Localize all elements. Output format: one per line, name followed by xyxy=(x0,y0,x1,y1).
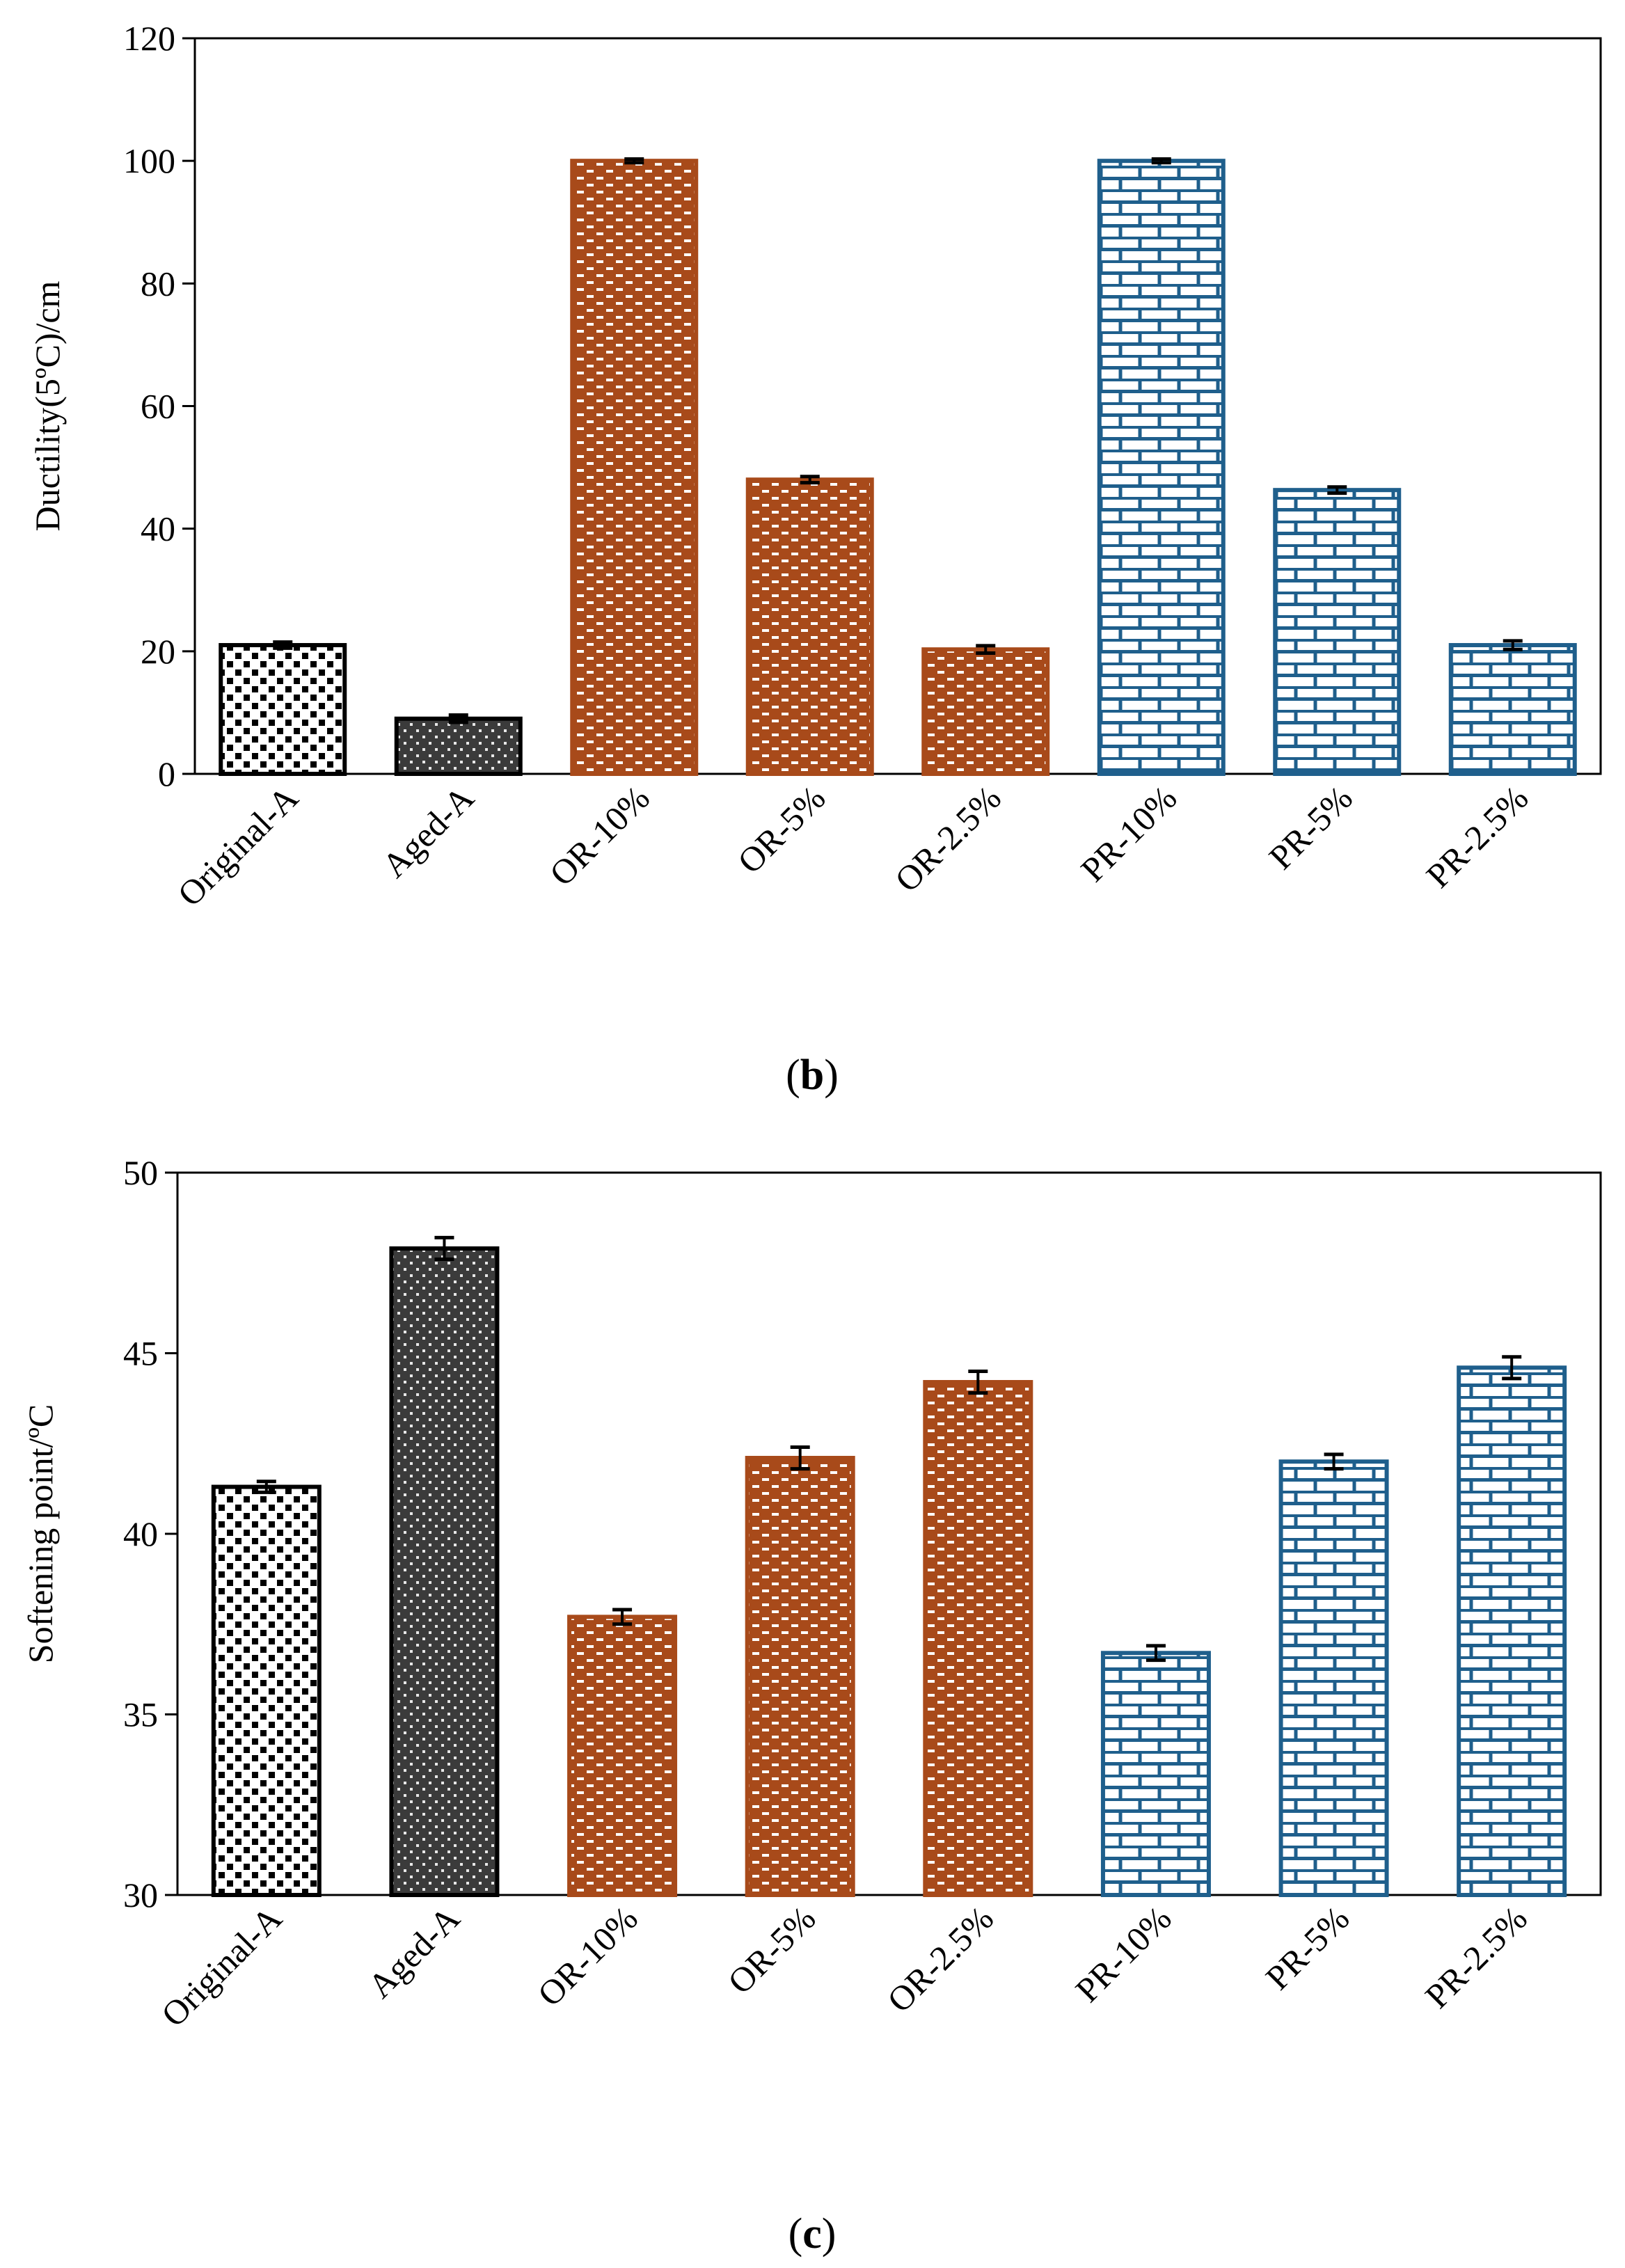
x-tick-label: OR-10% xyxy=(542,778,657,893)
y-axis-label: Ductility(5ºC)/cm xyxy=(28,280,67,531)
bar xyxy=(394,716,523,776)
chart-softening-point: 30 35 40 45 50 Softening point/ºC Original-A Ag… xyxy=(21,1153,1602,2034)
caption-c: (c) xyxy=(788,2210,837,2258)
bar xyxy=(745,1456,855,1897)
error-bar xyxy=(256,1480,276,1494)
x-tick-label: Aged-A xyxy=(360,1898,467,2005)
y-tick-label: 0 xyxy=(158,754,175,793)
bar xyxy=(1100,1651,1211,1898)
bar xyxy=(567,1615,678,1898)
x-tick-label: OR-5% xyxy=(730,778,833,881)
error-bar xyxy=(624,157,644,165)
bar xyxy=(1278,1459,1389,1897)
bar xyxy=(745,477,874,776)
error-bar xyxy=(1327,485,1347,495)
x-tick-label: PR-2.5% xyxy=(1418,778,1535,895)
error-bar xyxy=(434,1235,454,1262)
y-tick-label: 100 xyxy=(123,141,175,180)
x-tick-label: OR-2.5% xyxy=(880,1898,1001,2020)
bar xyxy=(1448,643,1577,777)
error-bar xyxy=(800,475,820,485)
bar xyxy=(1273,488,1402,777)
x-tick-label: PR-5% xyxy=(1261,778,1360,877)
error-bar xyxy=(1502,1355,1522,1381)
bar xyxy=(219,643,347,777)
error-bar xyxy=(1324,1452,1344,1471)
error-bar xyxy=(790,1445,810,1471)
error-bar xyxy=(1146,1644,1166,1663)
y-tick-label: 50 xyxy=(123,1153,158,1192)
bar xyxy=(1457,1365,1567,1897)
caption-b-letter: b xyxy=(800,1052,824,1099)
caption-c-letter: c xyxy=(802,2210,822,2258)
x-tick-label: OR-10% xyxy=(530,1898,645,2013)
x-tick-label: PR-5% xyxy=(1258,1898,1357,1997)
bar xyxy=(921,647,1050,777)
y-tick-label: 20 xyxy=(141,632,175,671)
x-tick-label: Original-A xyxy=(154,1898,290,2034)
x-tick-label: PR-10% xyxy=(1068,1898,1178,2009)
y-tick-label: 40 xyxy=(141,509,175,548)
error-bar xyxy=(1151,157,1171,165)
bar xyxy=(389,1246,500,1897)
bar xyxy=(923,1380,1033,1897)
error-bar xyxy=(273,640,293,650)
bar xyxy=(211,1484,322,1897)
x-tick-label: PR-10% xyxy=(1073,778,1184,889)
error-bar xyxy=(612,1608,633,1626)
error-bar xyxy=(1503,639,1523,651)
y-tick-label: 30 xyxy=(123,1876,158,1914)
y-tick-label: 80 xyxy=(141,264,175,303)
error-bar xyxy=(968,1369,988,1395)
y-axis-label: Softening point/ºC xyxy=(21,1404,60,1663)
bar xyxy=(570,159,699,776)
y-tick-label: 120 xyxy=(123,19,175,58)
error-bar xyxy=(976,644,996,655)
bar xyxy=(1097,159,1226,776)
caption-b: (b) xyxy=(786,1052,839,1099)
y-tick-label: 40 xyxy=(123,1514,158,1553)
x-tick-label: Original-A xyxy=(170,778,306,914)
x-tick-label: OR-5% xyxy=(720,1898,823,2001)
x-tick-label: Aged-A xyxy=(374,778,481,885)
x-tick-label: PR-2.5% xyxy=(1418,1898,1535,2015)
chart-ductility: 0 20 40 60 80 100 120 Ductility(5ºC)/cm Original… xyxy=(28,19,1602,914)
error-bar xyxy=(448,713,468,724)
y-tick-label: 60 xyxy=(141,387,175,426)
y-tick-label: 35 xyxy=(123,1695,158,1734)
x-tick-label: OR-2.5% xyxy=(887,778,1008,899)
y-tick-label: 45 xyxy=(123,1334,158,1373)
